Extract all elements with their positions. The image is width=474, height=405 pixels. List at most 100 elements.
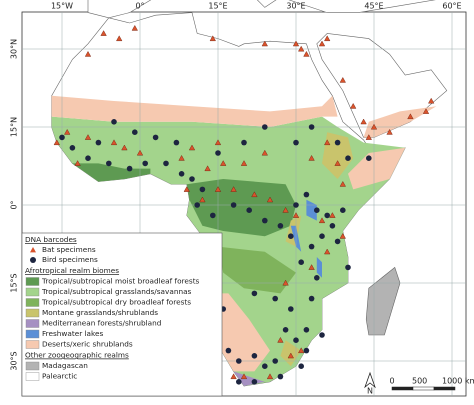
bat-specimen <box>121 144 128 151</box>
lake <box>316 257 322 278</box>
scale-label: 1000 km <box>442 377 474 386</box>
bird-specimen <box>95 139 102 146</box>
bat-specimen <box>324 248 331 255</box>
bird-specimen <box>241 139 247 146</box>
bird-specimen <box>173 139 180 146</box>
bird-specimen <box>251 353 258 359</box>
bat-specimen <box>261 40 268 47</box>
legend-label: Mediterranean forests/shrubland <box>42 319 161 328</box>
bat-specimen <box>365 134 372 140</box>
bat-specimen <box>339 180 346 187</box>
legend-swatch <box>25 329 40 339</box>
lat-label: 15°S <box>10 273 19 292</box>
legend-swatch <box>25 277 40 286</box>
bird-specimen <box>246 207 252 213</box>
bat-specimen <box>350 102 357 109</box>
scale-segment <box>412 386 435 391</box>
bat-specimen <box>287 352 294 359</box>
bird-specimen <box>152 134 159 141</box>
legend-symbol <box>30 257 36 263</box>
bird-specimen <box>308 295 315 302</box>
bird-specimen <box>251 379 258 385</box>
bird-specimen <box>126 165 133 172</box>
bird-specimen <box>178 171 185 177</box>
bird-specimen <box>251 290 258 297</box>
bird-specimen <box>194 202 200 208</box>
bat-specimen <box>261 149 268 156</box>
legend-swatch <box>25 287 40 297</box>
bat-specimen <box>422 108 430 114</box>
bird-specimen <box>340 207 346 213</box>
bird-specimen <box>298 259 305 266</box>
bird-specimen <box>303 191 310 198</box>
bat-specimen <box>303 50 310 57</box>
lon-label: 30°E <box>286 2 305 11</box>
bird-specimen <box>59 134 65 141</box>
bird-specimen <box>272 295 279 302</box>
bird-specimen <box>85 155 91 161</box>
bat-specimen <box>220 160 227 166</box>
bird-specimen <box>199 186 206 193</box>
bird-specimen <box>314 275 320 281</box>
legend-label: Bat specimens <box>42 245 96 254</box>
bird-specimen <box>314 207 320 213</box>
biome-area <box>186 179 296 237</box>
legend-swatch <box>25 308 40 318</box>
bird-specimen <box>282 327 289 333</box>
bat-specimen <box>266 196 274 203</box>
legend-label: Tropical/subtropical dry broadleaf fores… <box>41 298 191 307</box>
bird-specimen <box>277 373 284 380</box>
bat-specimen <box>240 160 248 166</box>
bat-specimen <box>214 139 222 146</box>
bat-specimen <box>136 149 144 156</box>
lat-label: 0° <box>10 200 19 209</box>
bird-specimen <box>345 155 351 161</box>
bird-specimen <box>189 176 195 182</box>
legend-swatch <box>25 319 40 328</box>
bat-specimen <box>110 139 118 146</box>
bat-specimen <box>339 232 346 239</box>
lon-label: 15°W <box>51 2 73 11</box>
bat-specimen <box>53 139 60 146</box>
bat-specimen <box>308 154 315 161</box>
lon-label: 60°E <box>442 2 461 11</box>
bat-specimen <box>324 139 331 146</box>
legend-label: Freshwater lakes <box>42 329 103 338</box>
bat-specimen <box>230 373 237 380</box>
bat-specimen <box>240 373 248 380</box>
bat-specimen <box>74 160 81 166</box>
bird-specimen <box>293 139 299 146</box>
bird-specimen <box>303 327 310 333</box>
bat-specimen <box>334 160 341 166</box>
bat-specimen <box>84 50 92 57</box>
bat-specimen <box>251 191 258 198</box>
bat-specimen <box>183 186 190 192</box>
bird-specimen <box>308 124 315 130</box>
bat-specimen <box>84 134 92 140</box>
bat-specimen <box>329 212 336 218</box>
bat-specimen <box>282 206 289 213</box>
legend-heading: Afrotropical realm biomes <box>25 266 119 275</box>
bat-specimen <box>298 347 305 354</box>
legend-heading: Other zoogeographic realms <box>25 351 129 360</box>
bird-specimen <box>334 238 341 245</box>
bat-specimen <box>214 186 222 192</box>
biome-area <box>322 132 354 179</box>
bat-specimen <box>178 154 185 161</box>
bird-specimen <box>324 212 331 219</box>
biome-area <box>72 163 151 182</box>
legend-label: Tropical/subtropical grasslands/savannas <box>41 287 192 296</box>
north-arrow <box>364 371 376 389</box>
bird-specimen <box>262 124 268 130</box>
legend-swatch <box>25 340 40 349</box>
scale-segment <box>391 386 414 391</box>
bird-specimen <box>106 160 112 167</box>
bird-specimen <box>236 379 242 385</box>
bat-specimen <box>360 118 367 125</box>
bird-specimen <box>319 332 325 338</box>
bat-specimen <box>298 45 305 52</box>
legend-label: Palearctic <box>42 372 77 381</box>
bird-specimen <box>262 363 268 370</box>
